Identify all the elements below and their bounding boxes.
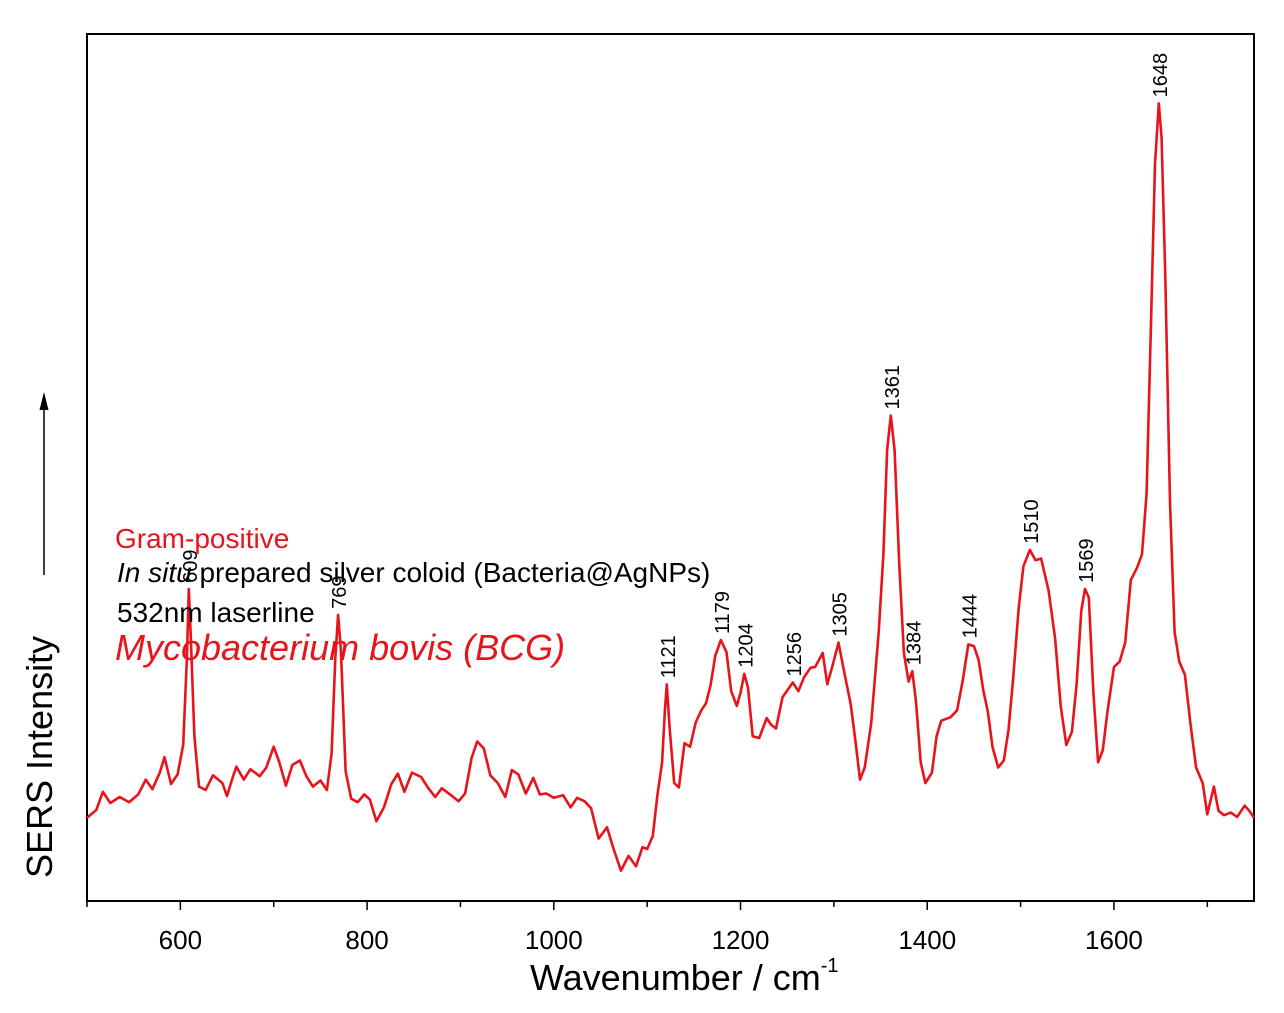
y-axis-arrow-head xyxy=(39,392,49,410)
x-tick-label-1200: 1200 xyxy=(712,925,770,955)
annotation-gram-positive: Gram-positive xyxy=(115,523,289,554)
peak-label-1648: 1648 xyxy=(1150,53,1172,98)
x-tick-label-1400: 1400 xyxy=(898,925,956,955)
series-layer xyxy=(86,102,1256,872)
annotation-species: Mycobacterium bovis (BCG) xyxy=(115,627,565,668)
y-axis-label: SERS Intensity xyxy=(19,636,60,878)
peak-label-609: 609 xyxy=(180,550,202,583)
peak-label-1305: 1305 xyxy=(830,592,852,637)
spectrum-line-0 xyxy=(86,102,1256,872)
peak-label-1179: 1179 xyxy=(712,591,734,634)
peak-label-1444: 1444 xyxy=(959,594,981,639)
x-tick-label-1600: 1600 xyxy=(1085,925,1143,955)
peak-label-1256: 1256 xyxy=(784,632,806,677)
x-tick-label-600: 600 xyxy=(159,925,202,955)
annotation-preparation-text: prepared silver coloid (Bacteria@AgNPs) xyxy=(192,557,711,588)
peak-label-1361: 1361 xyxy=(882,365,904,410)
x-axis-ticks xyxy=(86,901,1209,910)
plot-frame xyxy=(86,33,1255,902)
peak-label-1510: 1510 xyxy=(1021,499,1043,544)
x-axis-label: Wavenumber / cm-1 xyxy=(530,955,839,998)
x-tick-label-800: 800 xyxy=(345,925,388,955)
peak-label-1204: 1204 xyxy=(735,623,757,668)
annotation-preparation: In situ prepared silver coloid (Bacteria… xyxy=(117,557,710,588)
x-axis-label-text: Wavenumber / cm xyxy=(530,957,821,998)
annotation-preparation-italic: In situ xyxy=(117,557,192,588)
peak-label-1569: 1569 xyxy=(1076,538,1098,583)
peak-label-1384: 1384 xyxy=(903,621,925,666)
x-axis-tick-labels: 600 800 1000 1200 1400 1600 xyxy=(159,925,1143,955)
peak-label-1121: 1121 xyxy=(658,635,680,678)
x-tick-label-1000: 1000 xyxy=(525,925,583,955)
peak-label-769: 769 xyxy=(329,576,351,609)
x-axis-label-superscript: -1 xyxy=(821,955,839,977)
annotation-laserline: 532nm laserline xyxy=(117,597,315,628)
